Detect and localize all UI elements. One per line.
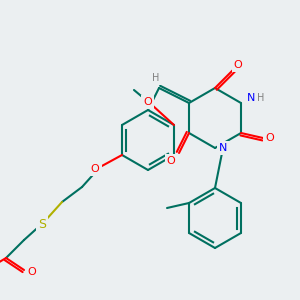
Text: O: O — [234, 60, 242, 70]
Text: S: S — [38, 218, 46, 230]
Text: O: O — [28, 267, 36, 277]
Text: N: N — [247, 93, 255, 103]
Text: N: N — [219, 143, 227, 153]
Text: O: O — [91, 164, 99, 174]
Text: O: O — [144, 97, 152, 107]
Text: H: H — [257, 93, 265, 103]
Text: O: O — [266, 133, 274, 143]
Text: H: H — [152, 73, 160, 83]
Text: O: O — [167, 156, 176, 166]
